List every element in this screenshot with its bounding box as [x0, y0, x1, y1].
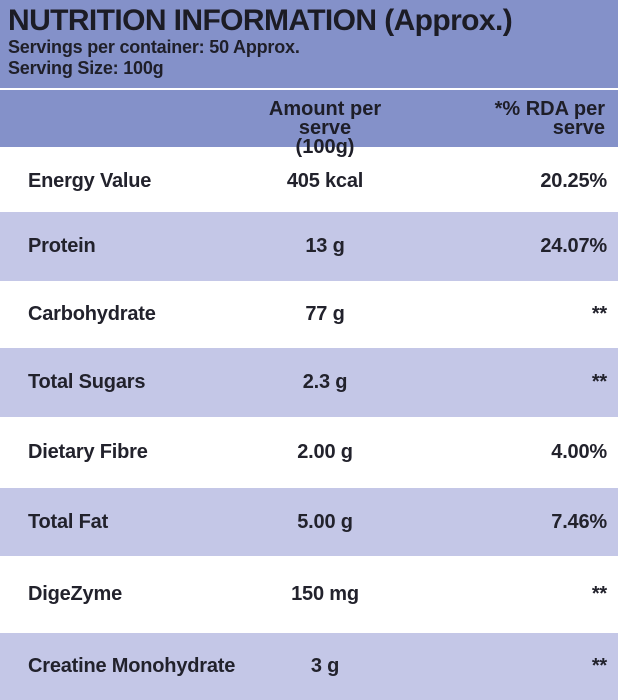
rda-value: **: [591, 583, 607, 605]
nutrient-label: Total Sugars: [28, 371, 146, 393]
servings-per-container-text: Servings per container: 50 Approx.: [8, 37, 300, 57]
amount-value: 77 g: [305, 303, 345, 325]
table-row-carbohydrate: Carbohydrate 77 g **: [0, 281, 618, 348]
rda-value: 20.25%: [540, 169, 607, 192]
amount-value: 405 kcal: [286, 169, 364, 192]
table-row-energy-value: Energy Value 405 kcal 20.25%: [0, 150, 618, 212]
serving-size-text: Serving Size: 100g: [8, 58, 164, 78]
amount-value: 2.3 g: [302, 371, 348, 393]
nutrient-label: DigeZyme: [28, 583, 122, 605]
rda-value: 7.46%: [551, 510, 607, 533]
nutrient-label: Energy Value: [28, 169, 152, 192]
nutrient-label: Protein: [28, 235, 96, 257]
column-header-amount: Amount per serve (100g): [240, 98, 410, 157]
amount-value: 5.00 g: [297, 510, 353, 533]
banner-divider: [0, 88, 618, 90]
column-header-spacer: [0, 100, 240, 147]
column-header-amount-line1: Amount per serve: [268, 98, 382, 139]
amount-value: 2.00 g: [297, 441, 353, 463]
rda-value: 24.07%: [540, 235, 607, 257]
column-header-rda-line2: serve: [552, 117, 605, 139]
table-column-header: Amount per serve (100g) *% RDA per serve: [0, 90, 618, 157]
table-row-dietary-fibre: Dietary Fibre 2.00 g 4.00%: [0, 417, 618, 488]
column-header-rda-line1: *% RDA per: [494, 98, 605, 120]
column-header-amount-line2: (100g): [295, 136, 355, 158]
rda-value: **: [591, 655, 607, 677]
nutrient-label: Carbohydrate: [28, 303, 156, 325]
amount-value: 150 mg: [291, 583, 359, 605]
table-row-creatine-monohydrate: Creatine Monohydrate 3 g **: [0, 633, 618, 700]
nutrient-label: Dietary Fibre: [28, 441, 148, 463]
table-row-protein: Protein 13 g 24.07%: [0, 212, 618, 281]
nutrient-label: Total Fat: [28, 510, 109, 533]
table-body: Energy Value 405 kcal 20.25% Protein 13 …: [0, 150, 626, 700]
table-row-total-sugars: Total Sugars 2.3 g **: [0, 348, 618, 417]
table-row-total-fat: Total Fat 5.00 g 7.46%: [0, 488, 618, 556]
amount-value: 13 g: [305, 235, 345, 257]
page-title: NUTRITION INFORMATION (Approx.): [8, 4, 513, 37]
table-row-digezyme: DigeZyme 150 mg **: [0, 556, 618, 633]
rda-value: **: [591, 371, 607, 393]
column-header-rda: *% RDA per serve: [410, 98, 618, 147]
amount-value: 3 g: [310, 655, 340, 677]
label-banner: NUTRITION INFORMATION (Approx.) Servings…: [0, 0, 618, 88]
rda-value: 4.00%: [551, 441, 607, 463]
rda-value: **: [591, 303, 607, 325]
nutrient-label: Creatine Monohydrate: [28, 655, 236, 677]
